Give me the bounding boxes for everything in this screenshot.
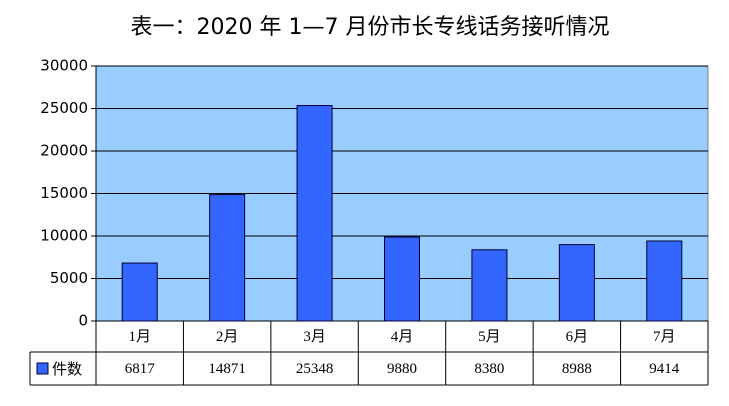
table-value: 8988 — [562, 361, 592, 377]
x-tick-label: 4月 — [391, 329, 414, 345]
bar — [471, 249, 508, 322]
bar — [384, 236, 420, 322]
x-tick-label: 2月 — [216, 329, 239, 345]
table-value: 9880 — [387, 361, 417, 377]
x-tick-label: 7月 — [653, 329, 676, 345]
y-tick-label: 10000 — [40, 227, 88, 245]
table-value: 8380 — [474, 361, 504, 377]
legend-swatch — [36, 362, 49, 375]
y-tick-label: 30000 — [40, 57, 88, 75]
table-value: 25348 — [296, 361, 334, 377]
x-tick-label: 1月 — [128, 329, 151, 345]
table-value: 14871 — [208, 361, 246, 377]
y-tick-label: 25000 — [40, 99, 88, 117]
y-tick-label: 20000 — [40, 142, 88, 160]
x-tick-label: 5月 — [478, 329, 501, 345]
y-tick-label: 15000 — [40, 184, 88, 202]
bar — [296, 105, 333, 322]
y-tick-label: 5000 — [50, 269, 88, 287]
table-value: 6817 — [125, 361, 156, 377]
chart-title: 表一：2020 年 1—7 月份市长专线话务接听情况 — [131, 15, 610, 40]
table-value: 9414 — [649, 361, 680, 377]
x-tick-label: 6月 — [566, 329, 589, 345]
bar — [558, 244, 595, 322]
bar — [646, 240, 683, 322]
x-tick-label: 3月 — [303, 329, 326, 345]
bar — [209, 194, 246, 322]
bar — [121, 262, 158, 322]
legend-label: 件数 — [52, 360, 82, 378]
y-tick-label: 0 — [78, 312, 88, 330]
